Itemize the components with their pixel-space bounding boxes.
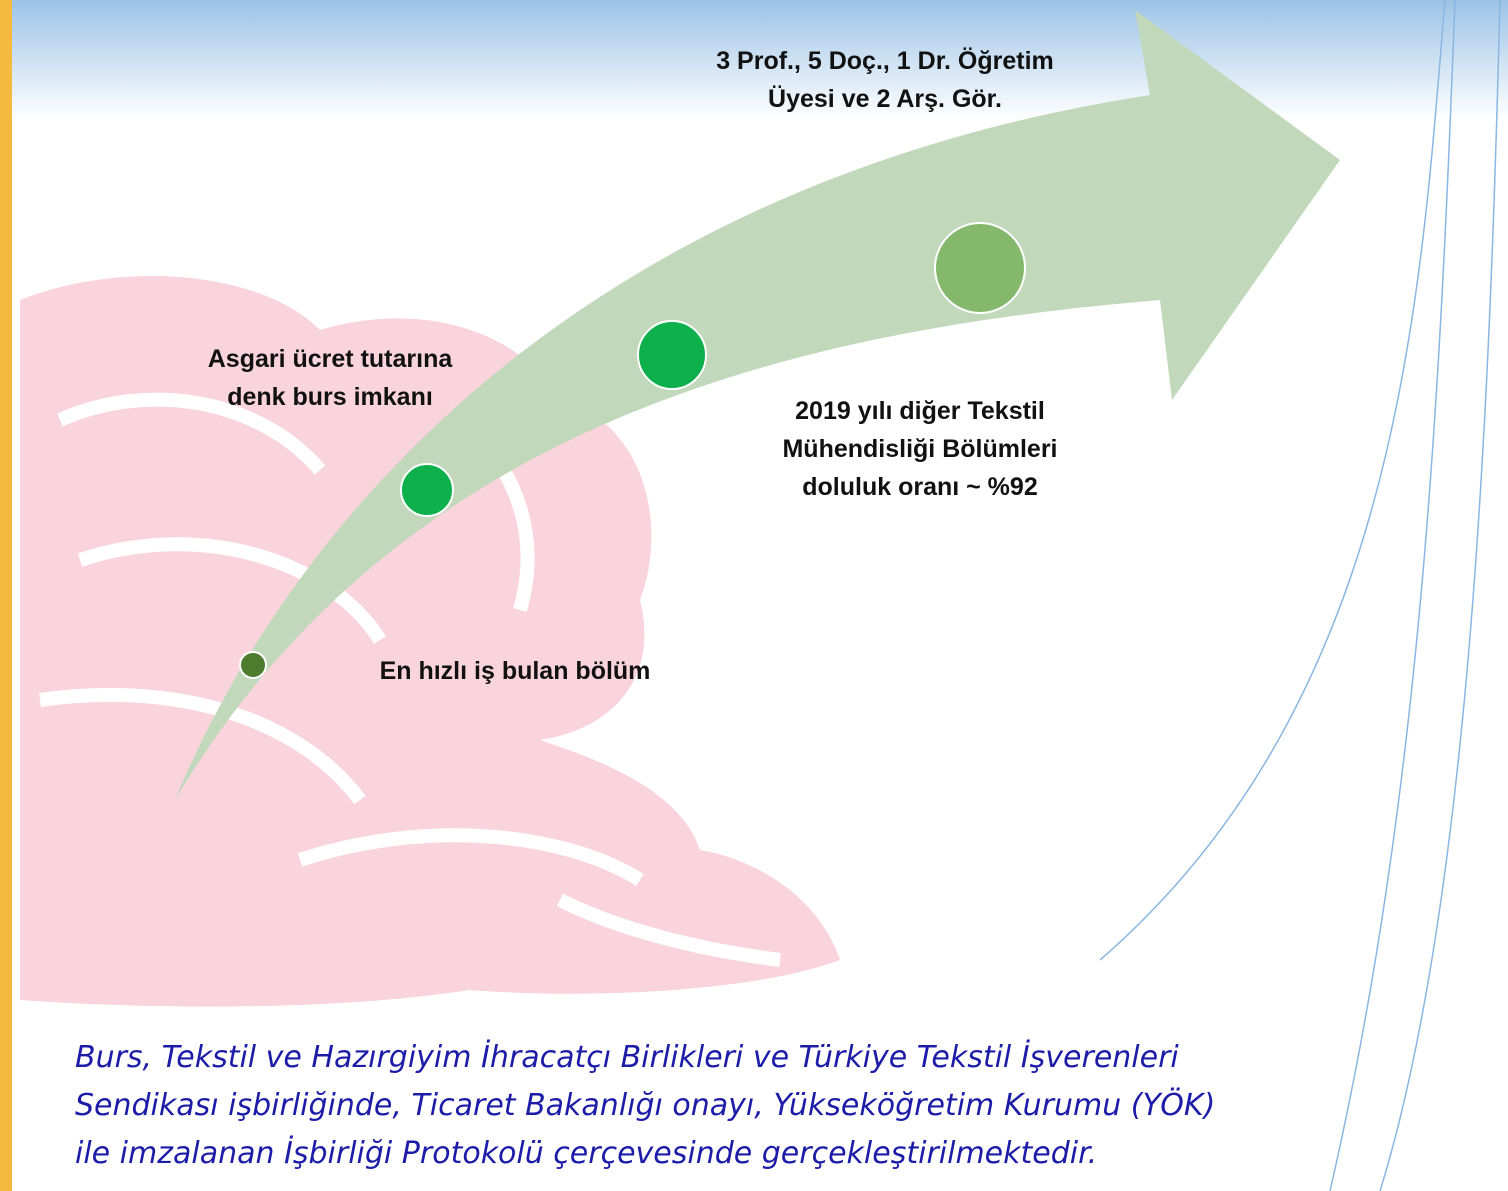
milestone-label: 2019 yılı diğer Tekstil Mühendisliği Böl… (740, 392, 1100, 506)
footer-line: Burs, Tekstil ve Hazırgiyim İhracatçı Bi… (75, 1040, 1179, 1075)
milestone-label: 3 Prof., 5 Doç., 1 Dr. Öğretim Üyesi ve … (715, 42, 1055, 118)
left-strip (0, 0, 12, 1191)
milestone-dot (935, 223, 1025, 313)
background (0, 0, 1508, 1191)
slide: En hızlı iş bulan bölüm Asgari ücret tut… (0, 0, 1508, 1191)
milestone-label: En hızlı iş bulan bölüm (345, 652, 685, 690)
milestone-dot (240, 652, 266, 678)
footer-line: ile imzalanan İşbirliği Protokolü çerçev… (75, 1136, 1097, 1171)
milestone-dot (401, 464, 453, 516)
footer-line: Sendikası işbirliğinde, Ticaret Bakanlığ… (75, 1088, 1215, 1123)
milestone-label: Asgari ücret tutarına denk burs imkanı (180, 340, 480, 416)
milestone-dot (638, 321, 706, 389)
